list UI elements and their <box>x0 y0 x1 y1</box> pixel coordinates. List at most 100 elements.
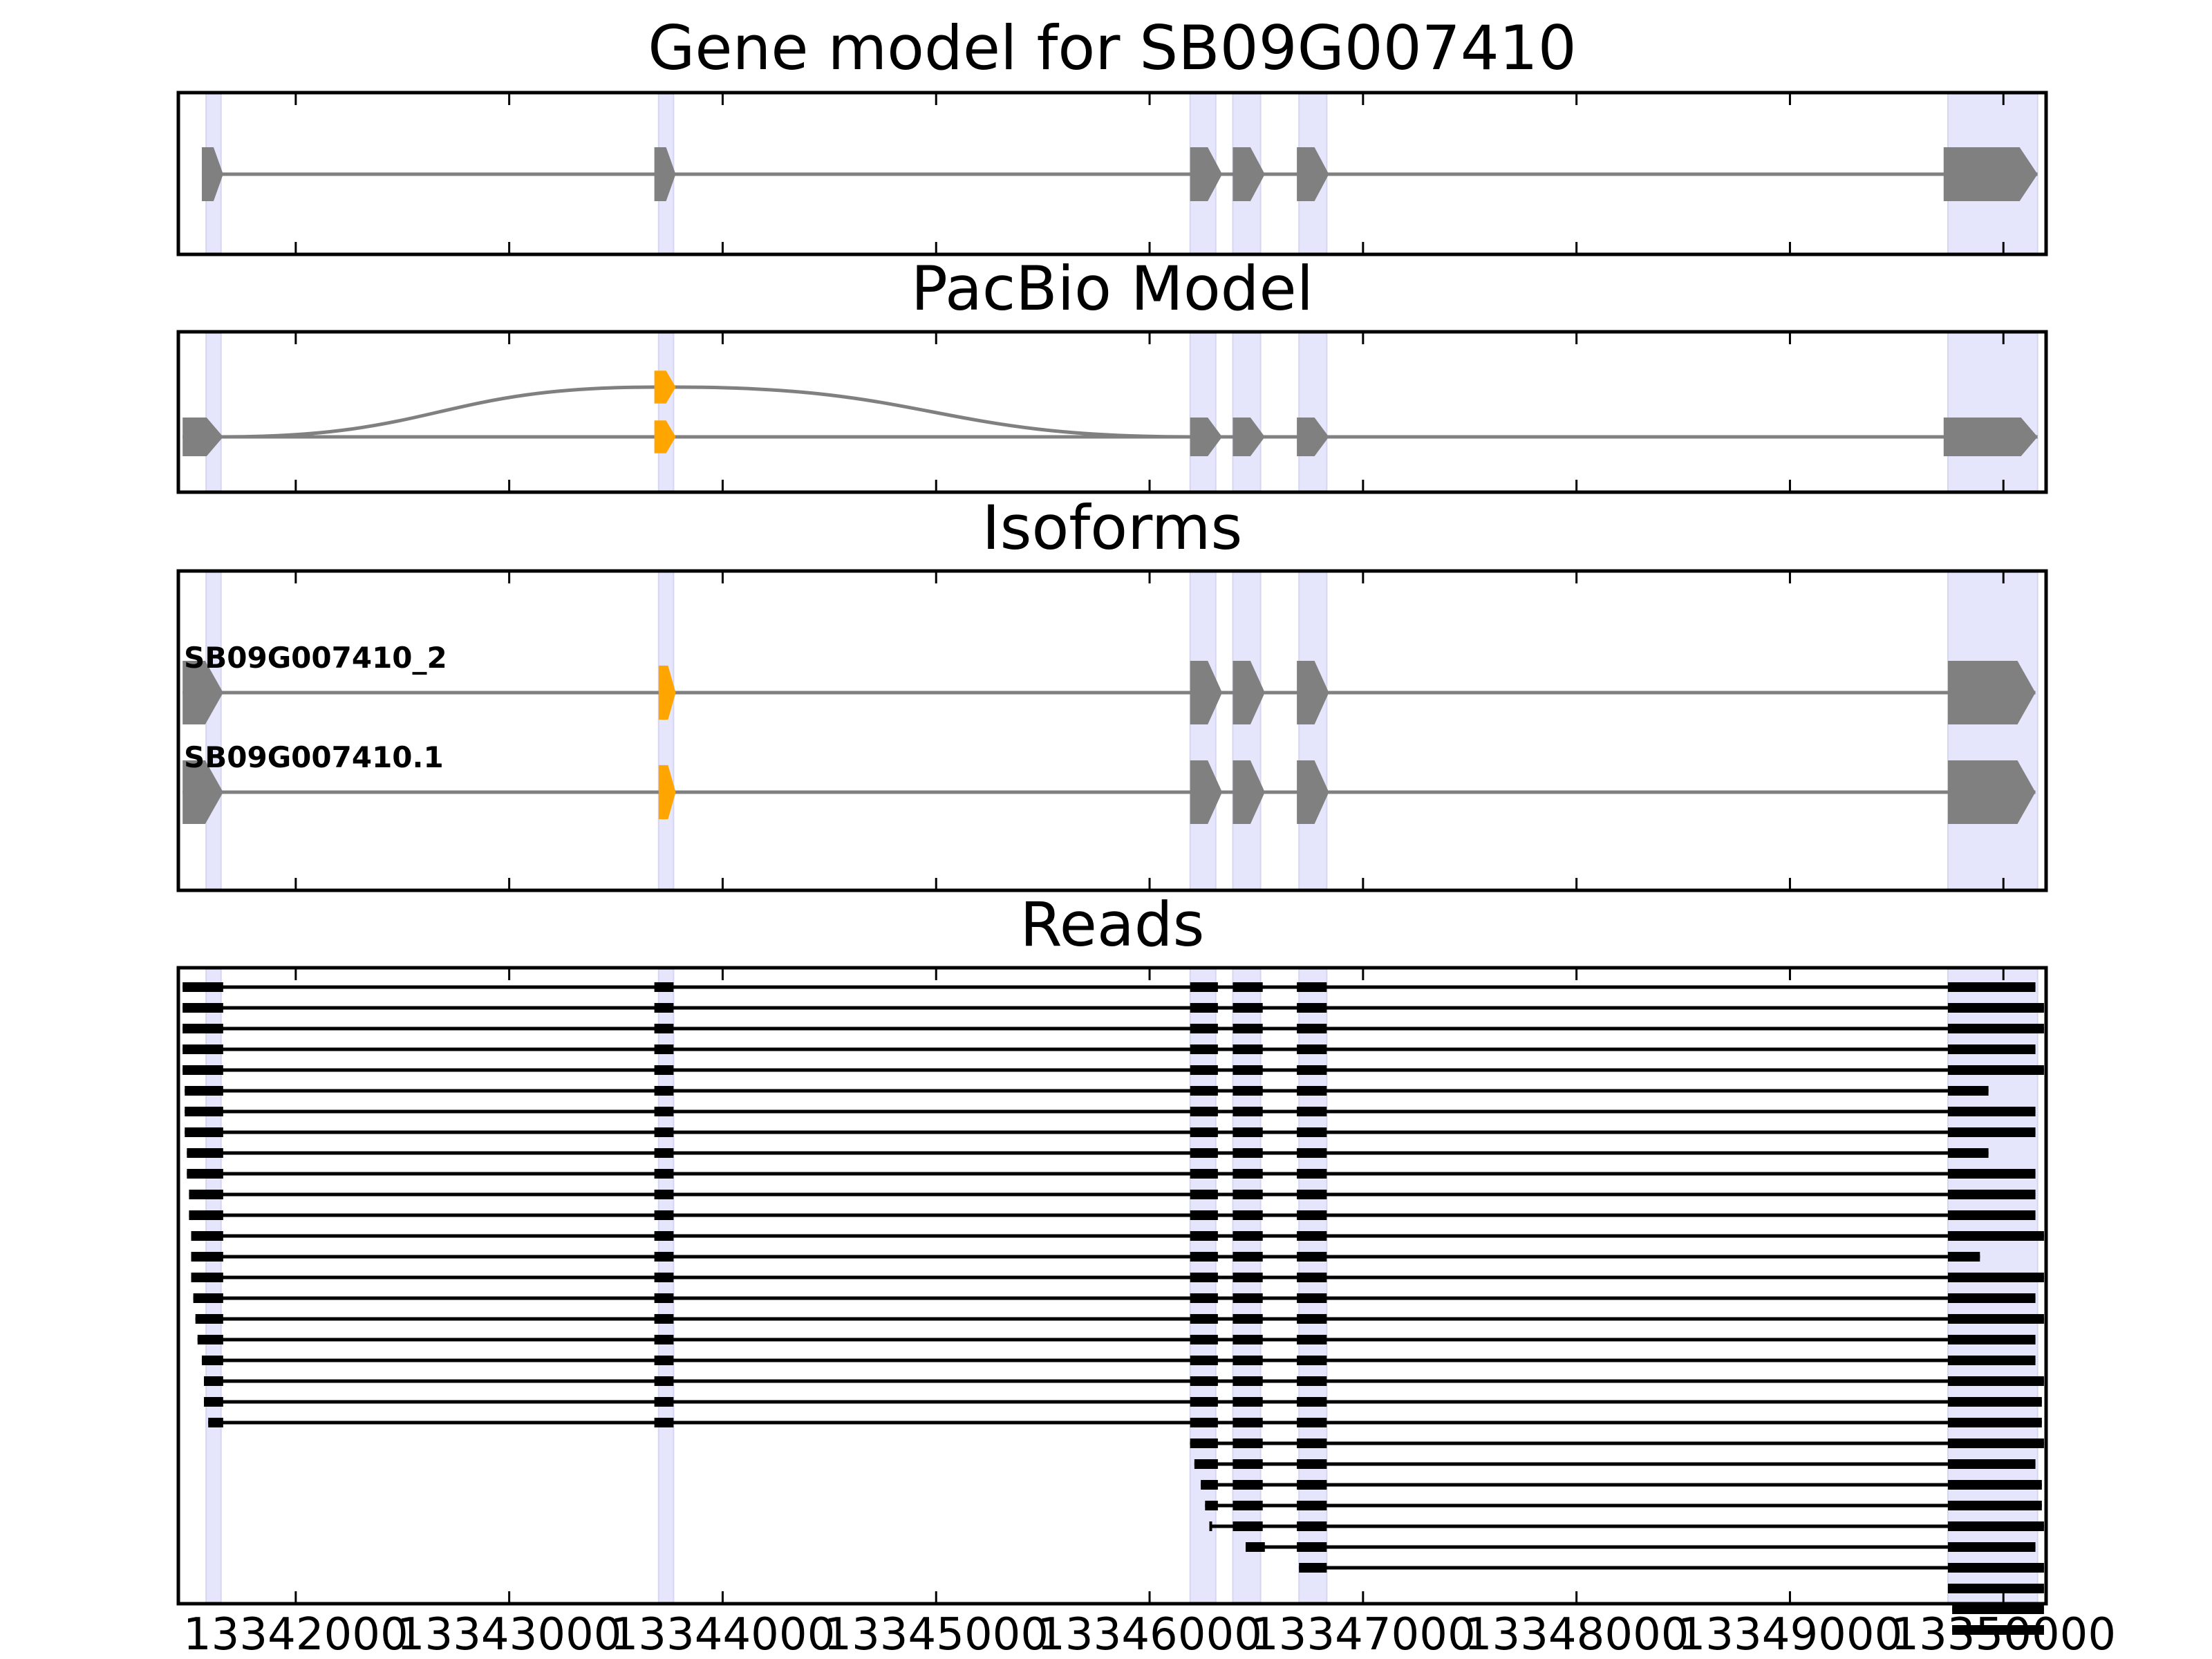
read-block <box>1297 1480 1327 1490</box>
read-block <box>1947 1356 2036 1365</box>
read-block <box>1232 1086 1263 1096</box>
read <box>182 1065 2044 1075</box>
read-block <box>1947 1003 2044 1013</box>
read-block <box>1297 1231 1327 1241</box>
highlight-band <box>1947 331 2038 493</box>
read-block <box>1297 1418 1327 1427</box>
read-block <box>1947 1024 2044 1033</box>
read-block <box>1947 1252 1980 1262</box>
read-block <box>1947 1501 2042 1510</box>
highlight-band <box>657 331 675 493</box>
read-block <box>189 1190 223 1199</box>
read-block <box>1232 1335 1263 1344</box>
read-block <box>1232 1356 1263 1365</box>
read <box>1947 1584 2044 1593</box>
read-block <box>1190 1190 1218 1199</box>
read-block <box>1297 1190 1327 1199</box>
alt-exon <box>654 420 676 453</box>
panel-3: Isoforms SB09G007410_2 SB09G007410.1 <box>176 492 2048 892</box>
read-block <box>1190 1107 1218 1116</box>
read-block <box>654 982 674 992</box>
read-block <box>1232 1107 1263 1116</box>
read-block <box>1297 1335 1327 1344</box>
exon <box>1190 418 1223 456</box>
read-block <box>1190 1356 1218 1365</box>
panel-4: Reads <box>176 889 2048 1635</box>
read-block <box>1297 1314 1327 1324</box>
read-block <box>1297 1210 1327 1220</box>
panel-frame <box>176 330 2048 494</box>
x-tick-label: 13342000 <box>183 1609 409 1659</box>
read-block <box>1947 1397 2042 1407</box>
read-block <box>1232 1003 1263 1013</box>
read-block <box>1297 1397 1327 1407</box>
read <box>191 1273 2044 1282</box>
read-block <box>1232 1314 1263 1324</box>
read-block <box>1947 1584 2044 1593</box>
read-block <box>1947 1542 2036 1552</box>
read-block <box>1947 1418 2042 1427</box>
read-block <box>1947 1148 1989 1158</box>
read-block <box>1232 1480 1263 1490</box>
panel-title: Reads <box>1020 889 1205 960</box>
exon <box>1232 418 1265 456</box>
read-block <box>1190 1335 1218 1344</box>
read-block <box>1947 1273 2044 1282</box>
read-block <box>1190 1231 1218 1241</box>
read <box>1952 1604 2044 1614</box>
exon <box>182 418 223 456</box>
skip-arc <box>223 385 1190 439</box>
panel-2: PacBio Model <box>176 253 2048 494</box>
read-block <box>1232 1521 1263 1531</box>
read-block <box>182 1065 223 1075</box>
read-block <box>1947 1044 2036 1054</box>
read-block <box>1297 1501 1327 1510</box>
x-tick-label: 13345000 <box>823 1609 1049 1659</box>
read <box>182 1024 2044 1033</box>
read <box>1190 1438 2044 1448</box>
read-block <box>1947 1480 2042 1490</box>
highlight-band <box>1189 331 1217 493</box>
read <box>193 1293 2036 1303</box>
read-block <box>1190 1252 1218 1262</box>
read <box>189 1190 2036 1199</box>
read-block <box>187 1169 223 1179</box>
read-block <box>1947 1065 2044 1075</box>
panel-title: PacBio Model <box>911 253 1313 324</box>
read-block <box>182 1003 223 1013</box>
read-block <box>1190 1169 1218 1179</box>
read-block <box>1297 1024 1327 1033</box>
read-block <box>1297 1127 1327 1137</box>
read-block <box>1297 1148 1327 1158</box>
exon <box>1943 147 2038 201</box>
read-block <box>654 1003 674 1013</box>
read-block <box>1190 1148 1218 1158</box>
read-block <box>1190 1003 1218 1013</box>
read <box>185 1107 2036 1116</box>
read-block <box>654 1231 674 1241</box>
read <box>1952 1625 2044 1635</box>
read-block <box>1297 1356 1327 1365</box>
exon <box>1297 760 1329 824</box>
exon <box>1232 147 1265 201</box>
panel-frame <box>176 569 2048 892</box>
read-block <box>182 1024 223 1033</box>
highlight-band <box>205 331 222 493</box>
read-block <box>654 1086 674 1096</box>
read <box>1246 1542 2036 1552</box>
highlight-band <box>1189 570 1217 891</box>
panel-1: Gene model for SB09G007410 <box>176 12 2048 256</box>
read-block <box>1297 1376 1327 1386</box>
chart-root: Gene model for SB09G007410 PacBio Model Is… <box>176 12 2116 1659</box>
read-block <box>1297 1086 1327 1096</box>
read-block <box>1232 1376 1263 1386</box>
exon <box>1297 418 1329 456</box>
read-block <box>1947 1127 2036 1137</box>
read-block <box>1190 1024 1218 1033</box>
x-tick-label: 13343000 <box>397 1609 622 1659</box>
isoform-label: SB09G007410.1 <box>184 740 444 774</box>
read-block <box>654 1044 674 1054</box>
highlight-band <box>1947 570 2038 891</box>
read-block <box>1190 1397 1218 1407</box>
read <box>187 1148 1989 1158</box>
